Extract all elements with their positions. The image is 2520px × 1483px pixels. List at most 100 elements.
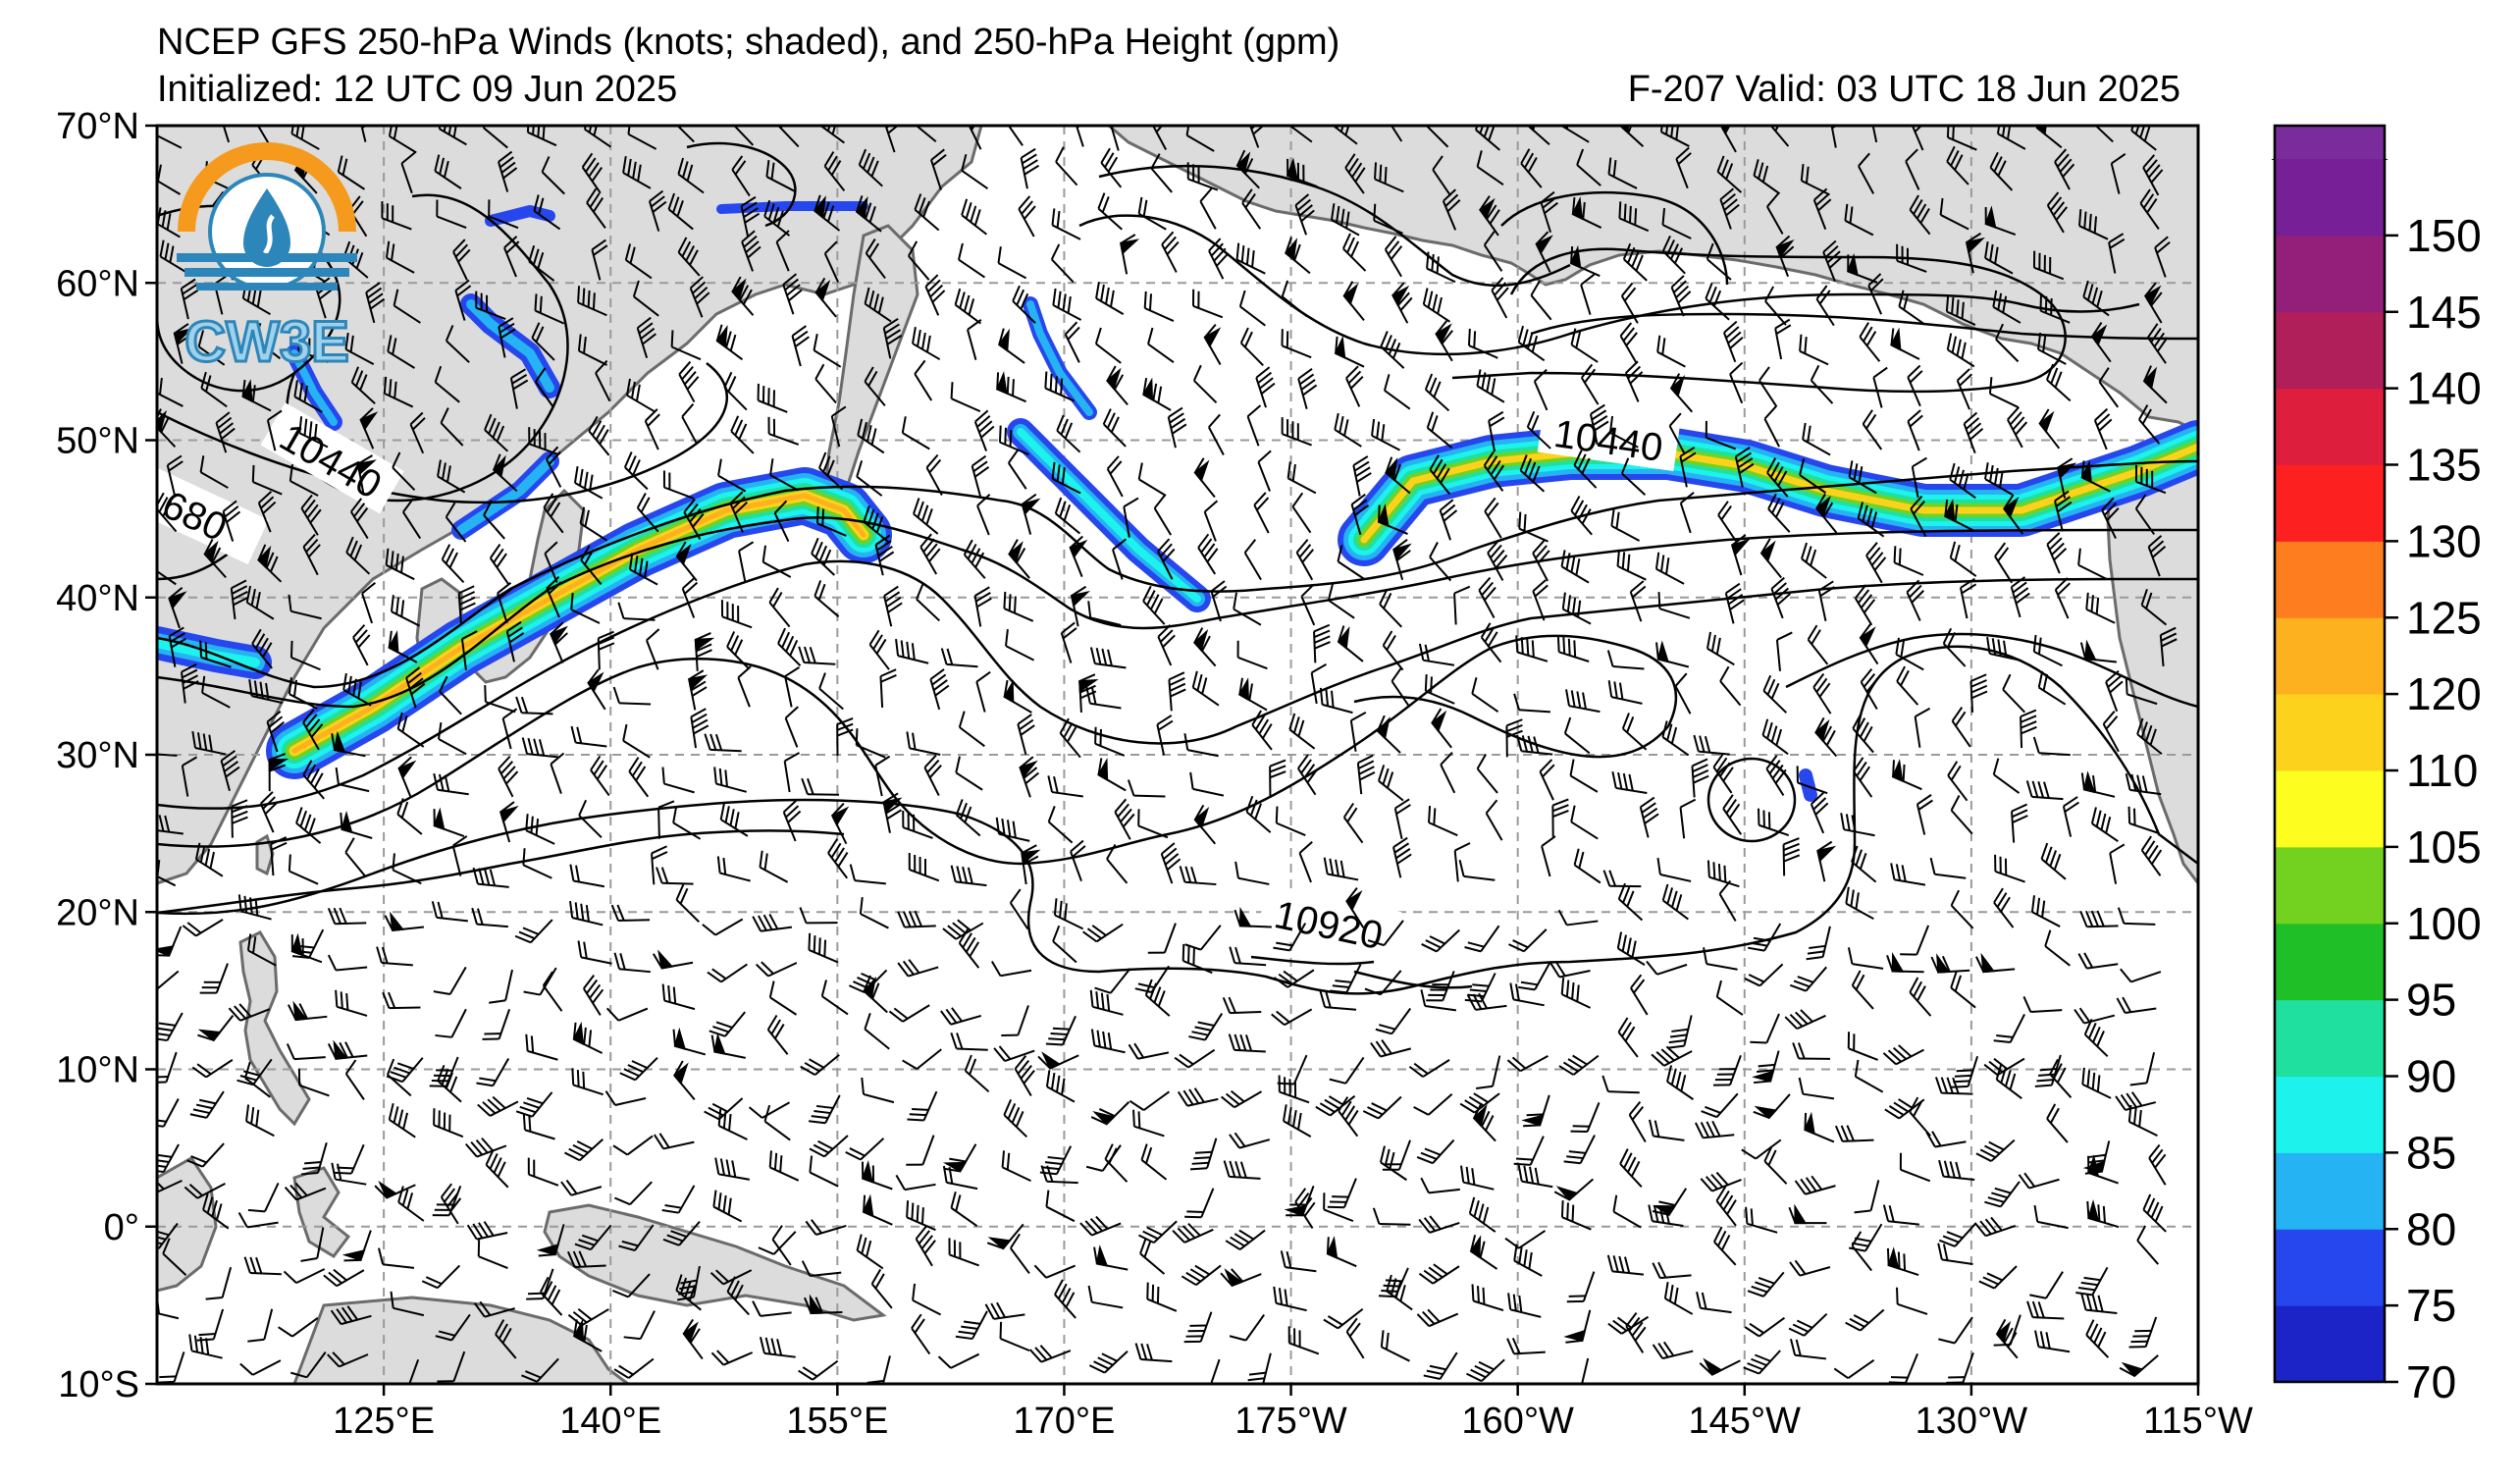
- barb-feather: [2021, 725, 2037, 735]
- barb-feather: [1089, 647, 1096, 664]
- barb-feather: [591, 238, 606, 251]
- barb-feather: [1350, 711, 1367, 722]
- wind-barb: [1532, 579, 1549, 621]
- barb-feather: [1142, 199, 1148, 217]
- barb-pennant: [1730, 538, 1751, 557]
- barb-feather: [1954, 504, 1959, 522]
- wind-barb: [1192, 364, 1218, 404]
- barb-feather: [303, 499, 316, 514]
- wind-barb: [302, 709, 324, 751]
- barb-feather: [908, 240, 919, 257]
- barb-feather: [1184, 1215, 1202, 1219]
- barb-feather: [257, 111, 268, 124]
- wind-barb: [1812, 672, 1832, 715]
- barb-feather: [745, 240, 760, 253]
- figure-title: NCEP GFS 250-hPa Winds (knots; shaded), …: [157, 22, 1340, 63]
- wind-barb: [914, 359, 933, 401]
- barb-feather: [918, 197, 926, 214]
- barb-feather: [1204, 323, 1217, 339]
- barb-feather: [718, 768, 723, 786]
- barb-feather: [794, 336, 810, 347]
- barb-feather: [1913, 199, 1923, 215]
- wind-barb: [763, 199, 791, 237]
- wind-barb: [929, 668, 950, 711]
- wind-barb: [1161, 231, 1180, 273]
- barb-shaft: [1679, 503, 1692, 534]
- wind-barb: [1670, 275, 1692, 317]
- barb-feather: [302, 760, 313, 776]
- barb-feather: [818, 451, 827, 469]
- barb-feather: [1196, 673, 1203, 691]
- height-contour-closed-low: [1706, 757, 1797, 843]
- barb-feather: [1860, 623, 1871, 639]
- barb-feather: [247, 1208, 266, 1213]
- barb-feather: [1537, 550, 1550, 564]
- wind-barb: [1984, 241, 2014, 275]
- barb-feather: [652, 200, 667, 213]
- wind-barb: [1425, 126, 1449, 148]
- barb-feather: [661, 767, 665, 784]
- barb-feather: [255, 591, 261, 609]
- barb-shaft: [1858, 165, 1875, 194]
- wind-barb: [1860, 668, 1878, 711]
- barb-feather: [1898, 290, 1905, 307]
- barb-feather: [498, 150, 513, 163]
- barb-feather: [998, 328, 1005, 345]
- barb-shaft: [1203, 511, 1217, 542]
- wind-barb: [1622, 242, 1648, 282]
- barb-feather: [877, 296, 884, 314]
- barb-feather: [880, 668, 897, 677]
- barb-feather: [784, 666, 801, 677]
- barb-feather: [1828, 255, 1843, 269]
- wind-barb: [1576, 148, 1601, 186]
- wind-barb: [288, 594, 322, 620]
- barb-feather: [1181, 943, 1185, 962]
- wind-barb: [623, 451, 649, 491]
- jet-bering-dive: [1007, 418, 1211, 612]
- barb-feather: [2062, 163, 2075, 178]
- barb-feather: [2160, 632, 2178, 642]
- barb-shaft: [1425, 126, 1449, 148]
- wind-barb: [1515, 635, 1549, 662]
- barb-feather: [223, 113, 236, 123]
- barb-shaft: [769, 474, 799, 492]
- barb-feather: [776, 210, 784, 228]
- barb-feather: [2154, 236, 2169, 249]
- barb-feather: [182, 674, 198, 684]
- barb-feather: [1712, 290, 1722, 307]
- wind-barb: [757, 383, 788, 413]
- barb-feather: [1298, 544, 1312, 558]
- barb-feather: [2108, 233, 2125, 243]
- barb-feather: [1618, 201, 1622, 219]
- barb-feather: [550, 621, 564, 635]
- wind-barb: [1342, 281, 1365, 321]
- barb-feather: [1476, 369, 1482, 387]
- barb-shaft: [541, 171, 565, 195]
- barb-feather: [500, 328, 516, 340]
- barb-feather: [858, 148, 867, 166]
- barb-feather: [2015, 592, 2030, 605]
- barb-shaft: [1373, 219, 1403, 235]
- barb-feather: [522, 848, 526, 866]
- barb-feather: [400, 556, 404, 573]
- barb-shaft: [1337, 560, 1365, 580]
- barb-feather: [1956, 1069, 1973, 1073]
- barb-feather: [862, 421, 867, 439]
- valid-time: F-207 Valid: 03 UTC 18 Jun 2025: [1627, 69, 2180, 110]
- barb-feather: [940, 648, 948, 665]
- barb-feather: [591, 166, 604, 183]
- wind-barb: [434, 365, 460, 403]
- land-philippines: [238, 930, 311, 1127]
- barb-feather: [926, 759, 940, 773]
- barb-feather: [1399, 296, 1413, 311]
- wind-barb: [973, 409, 995, 451]
- barb-pennant: [241, 379, 253, 403]
- barb-feather: [1396, 291, 1410, 306]
- barb-feather: [670, 330, 674, 347]
- barb-feather: [831, 405, 847, 417]
- barb-feather: [814, 363, 825, 380]
- wind-barb: [1724, 582, 1745, 624]
- wind-barb: [1716, 155, 1743, 193]
- barb-feather: [496, 425, 505, 443]
- barb-feather: [1170, 417, 1186, 430]
